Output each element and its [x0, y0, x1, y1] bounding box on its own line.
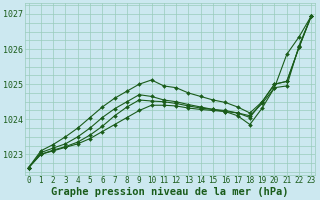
X-axis label: Graphe pression niveau de la mer (hPa): Graphe pression niveau de la mer (hPa): [51, 186, 289, 197]
